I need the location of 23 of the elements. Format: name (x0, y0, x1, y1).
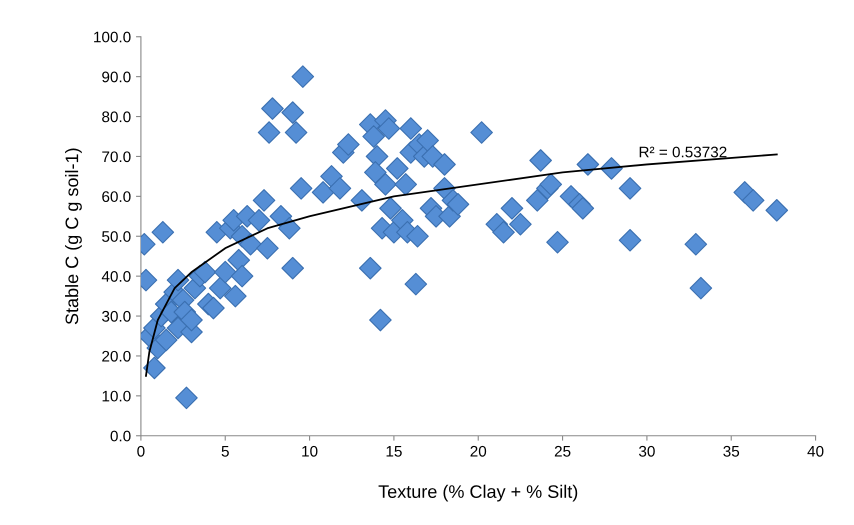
x-tick-label: 20 (470, 446, 486, 457)
y-tick-label: 0.0 (110, 430, 131, 442)
y-tick-label: 10.0 (102, 390, 131, 402)
x-tick-label: 35 (723, 446, 740, 457)
x-tick-label: 5 (222, 446, 229, 457)
x-tick-label: 30 (638, 446, 655, 457)
y-tick-label: 100.0 (94, 32, 131, 42)
y-tick-label: 20.0 (102, 350, 131, 362)
y-tick-label: 40.0 (102, 271, 131, 282)
x-tick-label: 25 (554, 446, 570, 457)
y-tick-label: 60.0 (102, 191, 131, 202)
x-tick-label: 15 (386, 446, 402, 457)
x-tick-label: 40 (807, 446, 824, 457)
x-tick-label: 10 (302, 446, 318, 457)
y-axis-title: Stable C (g C g soil-1) (65, 148, 82, 324)
y-tick-label: 90.0 (102, 72, 131, 82)
annotation: R² = 0.53732 (640, 146, 726, 158)
x-tick-label: 0 (137, 446, 145, 457)
y-tick-label: 30.0 (102, 310, 131, 322)
y-tick-label: 50.0 (102, 231, 131, 242)
y-tick-label: 80.0 (102, 111, 131, 122)
y-tick-label: 70.0 (102, 151, 131, 162)
x-axis-title: Texture (% Clay + % Silt) (378, 484, 578, 502)
